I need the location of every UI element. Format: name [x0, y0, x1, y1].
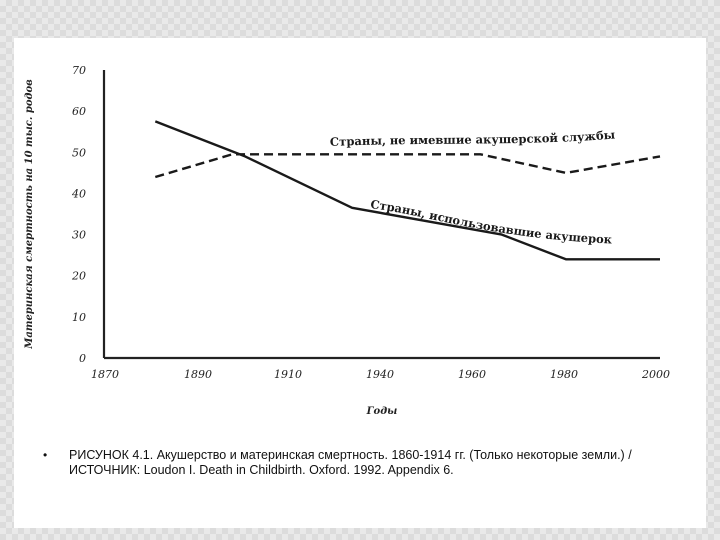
y-tick-labels: 0 10 20 30 40 50 60 70 [71, 64, 86, 365]
x-tick-label: 1910 [274, 368, 302, 381]
series-line-midwives [154, 120, 660, 261]
y-tick-label: 60 [72, 105, 86, 118]
annotation-no-midwives: Страны, не имевшие акушерской службы [330, 127, 616, 149]
y-tick-label: 40 [71, 187, 86, 200]
y-tick-label: 10 [72, 311, 86, 324]
annotation-midwives: Страны, использовавшие акушерок [370, 197, 613, 247]
caption-text: РИСУНОК 4.1. Акушерство и материнская см… [69, 448, 632, 477]
x-tick-label: 1940 [366, 368, 394, 381]
y-tick-label: 50 [72, 146, 86, 159]
y-tick-label: 20 [71, 270, 86, 283]
x-axis-label: Годы [366, 406, 398, 417]
figure-caption: • РИСУНОК 4.1. Акушерство и материнская … [43, 448, 669, 478]
y-tick-label: 30 [72, 229, 86, 242]
x-tick-label: 1960 [458, 368, 486, 381]
x-tick-label: 1980 [550, 368, 578, 381]
y-tick-label: 0 [79, 352, 86, 365]
x-tick-label: 1890 [184, 368, 212, 381]
x-tick-label: 2000 [641, 368, 670, 381]
x-tick-label: 1870 [91, 368, 119, 381]
series-lines [154, 120, 661, 261]
caption-bullet: • [43, 448, 48, 462]
y-tick-label: 70 [72, 64, 86, 77]
chart: 0 10 20 30 40 50 60 70 1870 1890 1910 1940 1960 1980… [24, 64, 670, 417]
slide: 0 10 20 30 40 50 60 70 1870 1890 1910 1940 1960 1980… [14, 38, 706, 528]
series-line-no-midwives [154, 153, 661, 179]
x-tick-labels: 1870 1890 1910 1940 1960 1980 2000 [91, 368, 670, 381]
y-axis-label: Материнская смертность на 10 тыс. родов [24, 79, 35, 350]
